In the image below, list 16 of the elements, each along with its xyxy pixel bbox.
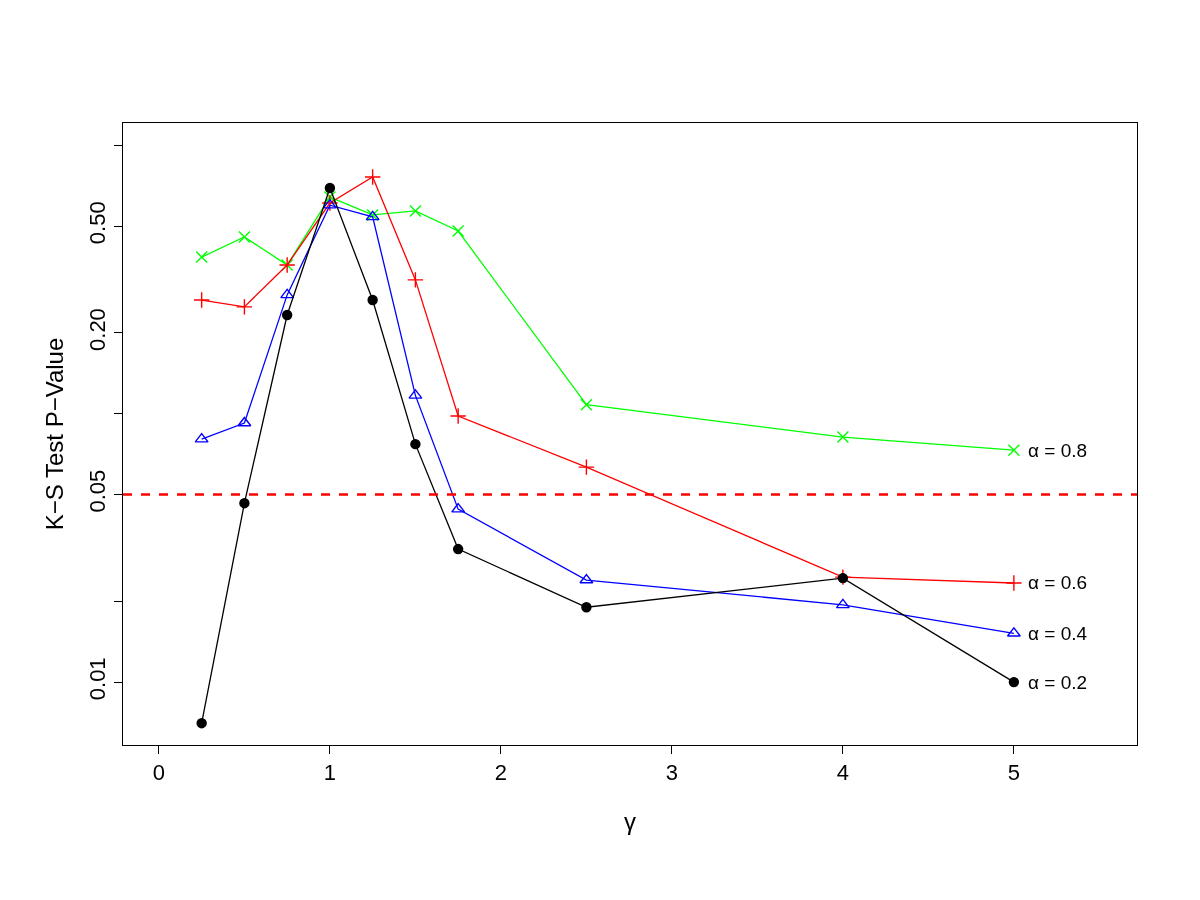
series-label: α = 0.8 [1028, 440, 1088, 461]
y-tick-label: 0.01 [85, 657, 111, 701]
x-tick-label: 1 [323, 760, 337, 786]
x-axis-title: γ [624, 807, 636, 835]
series-label: α = 0.6 [1028, 572, 1088, 593]
x-tick-label: 5 [1007, 760, 1021, 786]
x-tick-label: 3 [665, 760, 679, 786]
x-tick-label: 2 [494, 760, 508, 786]
y-axis-title: K−S Test P−Value [41, 337, 69, 531]
y-tick-label: 0.05 [85, 469, 111, 513]
y-tick-label: 0.20 [85, 308, 111, 351]
y-tick-label: 0.50 [85, 201, 111, 245]
x-tick-label: 0 [152, 760, 166, 786]
x-tick-label: 4 [836, 760, 850, 786]
series-label: α = 0.2 [1028, 672, 1088, 693]
series-label: α = 0.4 [1028, 623, 1088, 644]
